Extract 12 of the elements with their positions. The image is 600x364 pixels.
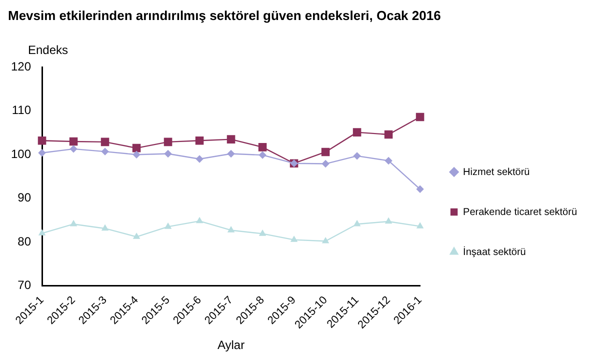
- x-axis-title: Aylar: [217, 338, 245, 352]
- legend-label: İnşaat sektörü: [463, 246, 526, 258]
- y-tick-label: 120: [10, 60, 32, 74]
- y-tick-label: 90: [18, 190, 32, 205]
- legend-label: Hizmet sektörü: [463, 166, 530, 178]
- y-tick-label: 100: [10, 146, 32, 161]
- y-tick-label: 110: [12, 103, 32, 118]
- chart-title: Mevsim etkilerinden arındırılmış sektörel güven endeksleri, Ocak 2016: [8, 8, 442, 23]
- y-tick-label: 80: [18, 234, 32, 248]
- y-axis-title: Endeks: [28, 43, 70, 57]
- legend-label: Perakende ticaret sektörü: [463, 206, 578, 218]
- y-tick-label: 70: [18, 278, 32, 292]
